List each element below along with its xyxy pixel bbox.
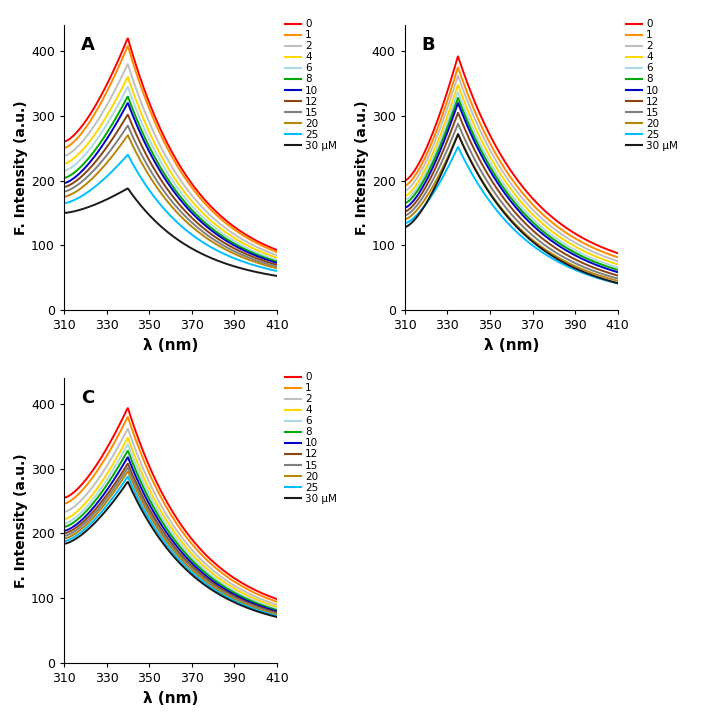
Y-axis label: F. Intensity (a.u.): F. Intensity (a.u.)	[355, 101, 369, 235]
Text: C: C	[81, 389, 94, 407]
Legend: 0, 1, 2, 4, 6, 8, 10, 12, 15, 20, 25, 30 μM: 0, 1, 2, 4, 6, 8, 10, 12, 15, 20, 25, 30…	[285, 372, 337, 503]
Text: A: A	[81, 36, 95, 54]
Legend: 0, 1, 2, 4, 6, 8, 10, 12, 15, 20, 25, 30 μM: 0, 1, 2, 4, 6, 8, 10, 12, 15, 20, 25, 30…	[285, 19, 337, 150]
Y-axis label: F. Intensity (a.u.): F. Intensity (a.u.)	[14, 101, 28, 235]
X-axis label: λ (nm): λ (nm)	[484, 338, 539, 353]
X-axis label: λ (nm): λ (nm)	[143, 338, 198, 353]
Legend: 0, 1, 2, 4, 6, 8, 10, 12, 15, 20, 25, 30 μM: 0, 1, 2, 4, 6, 8, 10, 12, 15, 20, 25, 30…	[626, 19, 678, 150]
X-axis label: λ (nm): λ (nm)	[143, 691, 198, 706]
Y-axis label: F. Intensity (a.u.): F. Intensity (a.u.)	[14, 453, 28, 588]
Text: B: B	[422, 36, 435, 54]
